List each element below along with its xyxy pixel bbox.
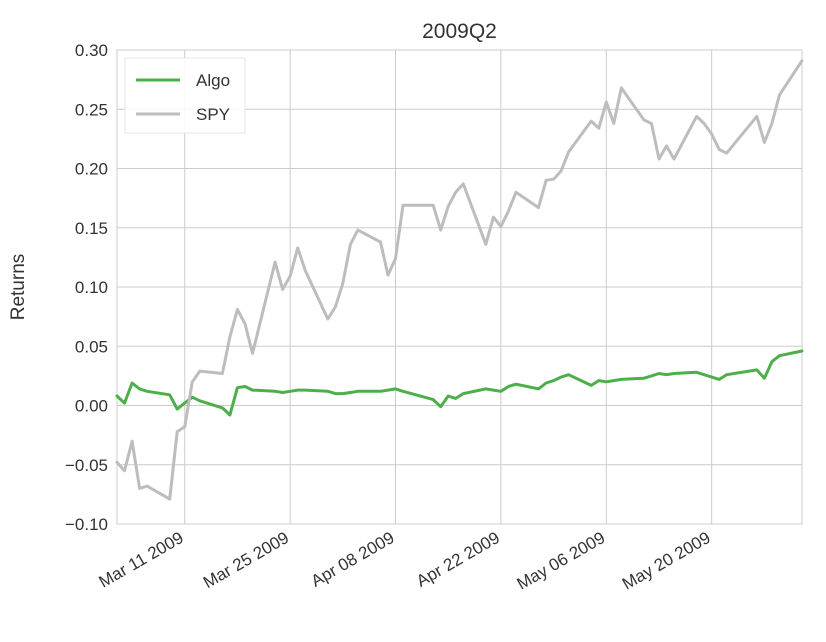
legend-label-spy: SPY [196, 105, 230, 124]
y-axis-ticks: −0.10 −0.05 0.00 0.05 0.10 0.15 0.20 0.25 0.30 [65, 41, 108, 534]
legend-label-algo: Algo [196, 71, 230, 90]
series-line-algo [115, 349, 804, 417]
legend-box [124, 57, 246, 134]
series-lines [115, 59, 804, 501]
x-axis-ticks: Mar 11 2009 Mar 25 2009 Apr 08 2009 Apr 22 … [96, 528, 714, 594]
y-tick-label: 0.10 [75, 278, 108, 297]
y-tick-label: −0.10 [65, 515, 108, 534]
x-tick-label: Apr 22 2009 [413, 528, 503, 591]
y-tick-label: 0.30 [75, 41, 108, 60]
series-line-spy [115, 59, 804, 501]
y-tick-label: 0.15 [75, 219, 108, 238]
chart-title: 2009Q2 [422, 20, 497, 43]
plot-border [116, 49, 803, 525]
y-tick-label: 0.25 [75, 100, 108, 119]
x-tick-label: Mar 11 2009 [96, 528, 187, 592]
x-tick-label: Mar 25 2009 [200, 528, 292, 592]
legend: Algo SPY [124, 57, 246, 134]
y-tick-label: 0.05 [75, 337, 108, 356]
y-tick-label: 0.00 [75, 397, 108, 416]
y-axis-label: Returns [8, 254, 29, 321]
y-tick-label: −0.05 [65, 456, 108, 475]
x-tick-label: Apr 08 2009 [308, 528, 398, 591]
plot-frame [116, 49, 803, 525]
x-tick-label: May 20 2009 [619, 528, 714, 594]
x-tick-label: May 06 2009 [514, 528, 609, 594]
y-tick-label: 0.20 [75, 160, 108, 179]
